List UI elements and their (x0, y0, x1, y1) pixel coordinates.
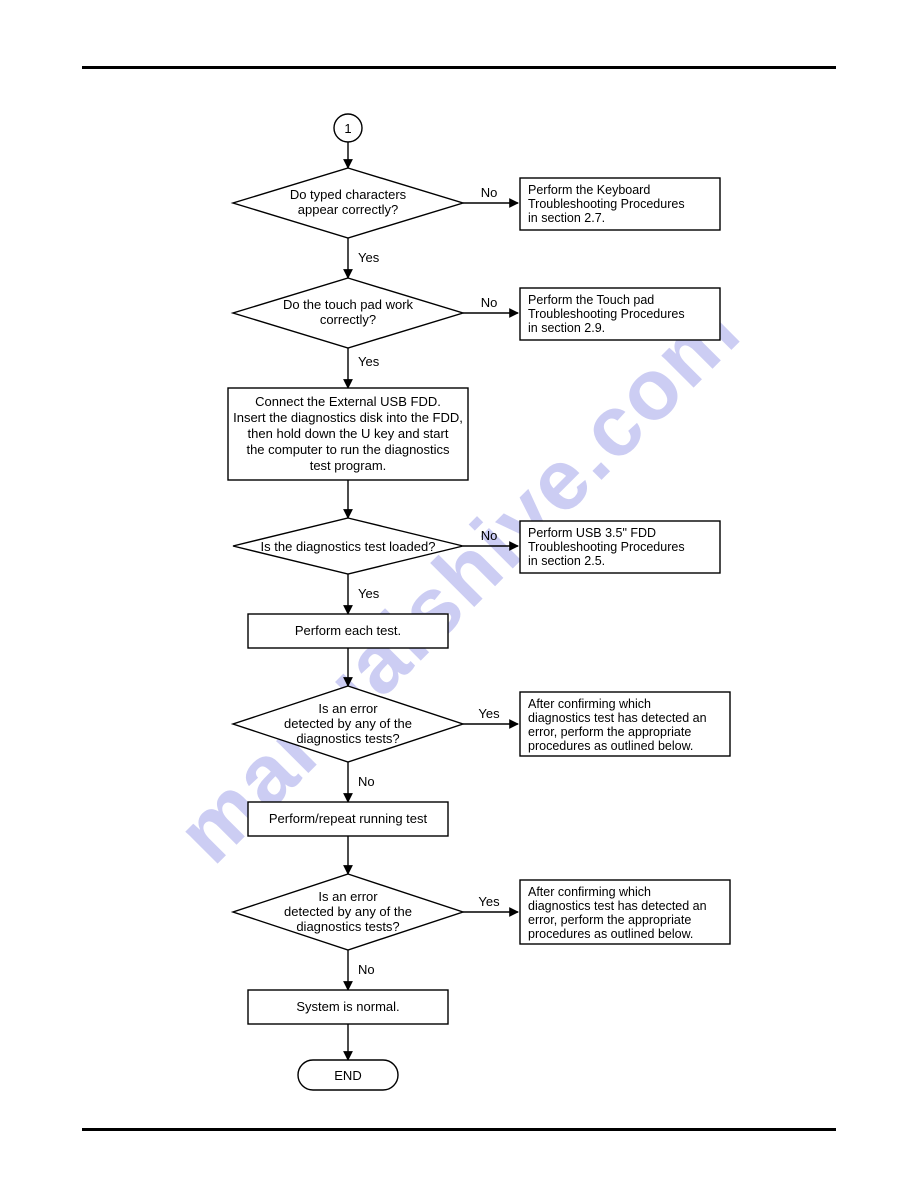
a5-line4: procedures as outlined below. (528, 927, 693, 941)
action-a1: Perform the Keyboard Troubleshooting Pro… (520, 178, 720, 230)
a4-line3: error, perform the appropriate (528, 725, 691, 739)
a3-line1: Perform USB 3.5" FDD (528, 526, 656, 540)
connector-node: 1 (334, 114, 362, 142)
decision-d3: Is the diagnostics test loaded? (233, 518, 463, 574)
d1-line2: appear correctly? (298, 202, 398, 217)
d2-line1: Do the touch pad work (283, 297, 414, 312)
a2-line1: Perform the Touch pad (528, 293, 654, 307)
a5-line3: error, perform the appropriate (528, 913, 691, 927)
p4-line1: System is normal. (296, 999, 399, 1014)
d3-yes-label: Yes (358, 586, 380, 601)
d4-line1: Is an error (318, 701, 378, 716)
d5-line2: detected by any of the (284, 904, 412, 919)
d5-no-label: No (358, 962, 375, 977)
d2-line2: correctly? (320, 312, 376, 327)
terminator-label: END (334, 1068, 361, 1083)
p3-line1: Perform/repeat running test (269, 811, 428, 826)
page: manualshive.com 1 Do typed characters ap… (0, 0, 918, 1188)
p1-line5: test program. (310, 458, 387, 473)
d1-no-label: No (481, 185, 498, 200)
d3-no-label: No (481, 528, 498, 543)
a1-line3: in section 2.7. (528, 211, 605, 225)
a4-line1: After confirming which (528, 697, 651, 711)
d3-line1: Is the diagnostics test loaded? (261, 539, 436, 554)
process-p2: Perform each test. (248, 614, 448, 648)
p1-line3: then hold down the U key and start (248, 426, 449, 441)
d5-line3: diagnostics tests? (296, 919, 399, 934)
p1-line4: the computer to run the diagnostics (246, 442, 450, 457)
d5-yes-label: Yes (478, 894, 500, 909)
d1-line1: Do typed characters (290, 187, 407, 202)
a1-line2: Troubleshooting Procedures (528, 197, 685, 211)
process-p4: System is normal. (248, 990, 448, 1024)
d2-yes-label: Yes (358, 354, 380, 369)
a3-line2: Troubleshooting Procedures (528, 540, 685, 554)
d4-line3: diagnostics tests? (296, 731, 399, 746)
d5-line1: Is an error (318, 889, 378, 904)
process-p1: Connect the External USB FDD. Insert the… (228, 388, 468, 480)
decision-d5: Is an error detected by any of the diagn… (233, 874, 463, 950)
a5-line1: After confirming which (528, 885, 651, 899)
d4-yes-label: Yes (478, 706, 500, 721)
terminator-end: END (298, 1060, 398, 1090)
a2-line2: Troubleshooting Procedures (528, 307, 685, 321)
a5-line2: diagnostics test has detected an (528, 899, 707, 913)
connector-label: 1 (344, 121, 351, 136)
a3-line3: in section 2.5. (528, 554, 605, 568)
process-p3: Perform/repeat running test (248, 802, 448, 836)
action-a4: After confirming which diagnostics test … (520, 692, 730, 756)
flowchart: 1 Do typed characters appear correctly? … (0, 0, 918, 1188)
d4-no-label: No (358, 774, 375, 789)
d2-no-label: No (481, 295, 498, 310)
a4-line4: procedures as outlined below. (528, 739, 693, 753)
action-a2: Perform the Touch pad Troubleshooting Pr… (520, 288, 720, 340)
a2-line3: in section 2.9. (528, 321, 605, 335)
p1-line1: Connect the External USB FDD. (255, 394, 441, 409)
decision-d4: Is an error detected by any of the diagn… (233, 686, 463, 762)
decision-d1: Do typed characters appear correctly? (233, 168, 463, 238)
d1-yes-label: Yes (358, 250, 380, 265)
action-a5: After confirming which diagnostics test … (520, 880, 730, 944)
action-a3: Perform USB 3.5" FDD Troubleshooting Pro… (520, 521, 720, 573)
d4-line2: detected by any of the (284, 716, 412, 731)
p1-line2: Insert the diagnostics disk into the FDD… (233, 410, 463, 425)
a1-line1: Perform the Keyboard (528, 183, 650, 197)
a4-line2: diagnostics test has detected an (528, 711, 707, 725)
p2-line1: Perform each test. (295, 623, 401, 638)
decision-d2: Do the touch pad work correctly? (233, 278, 463, 348)
